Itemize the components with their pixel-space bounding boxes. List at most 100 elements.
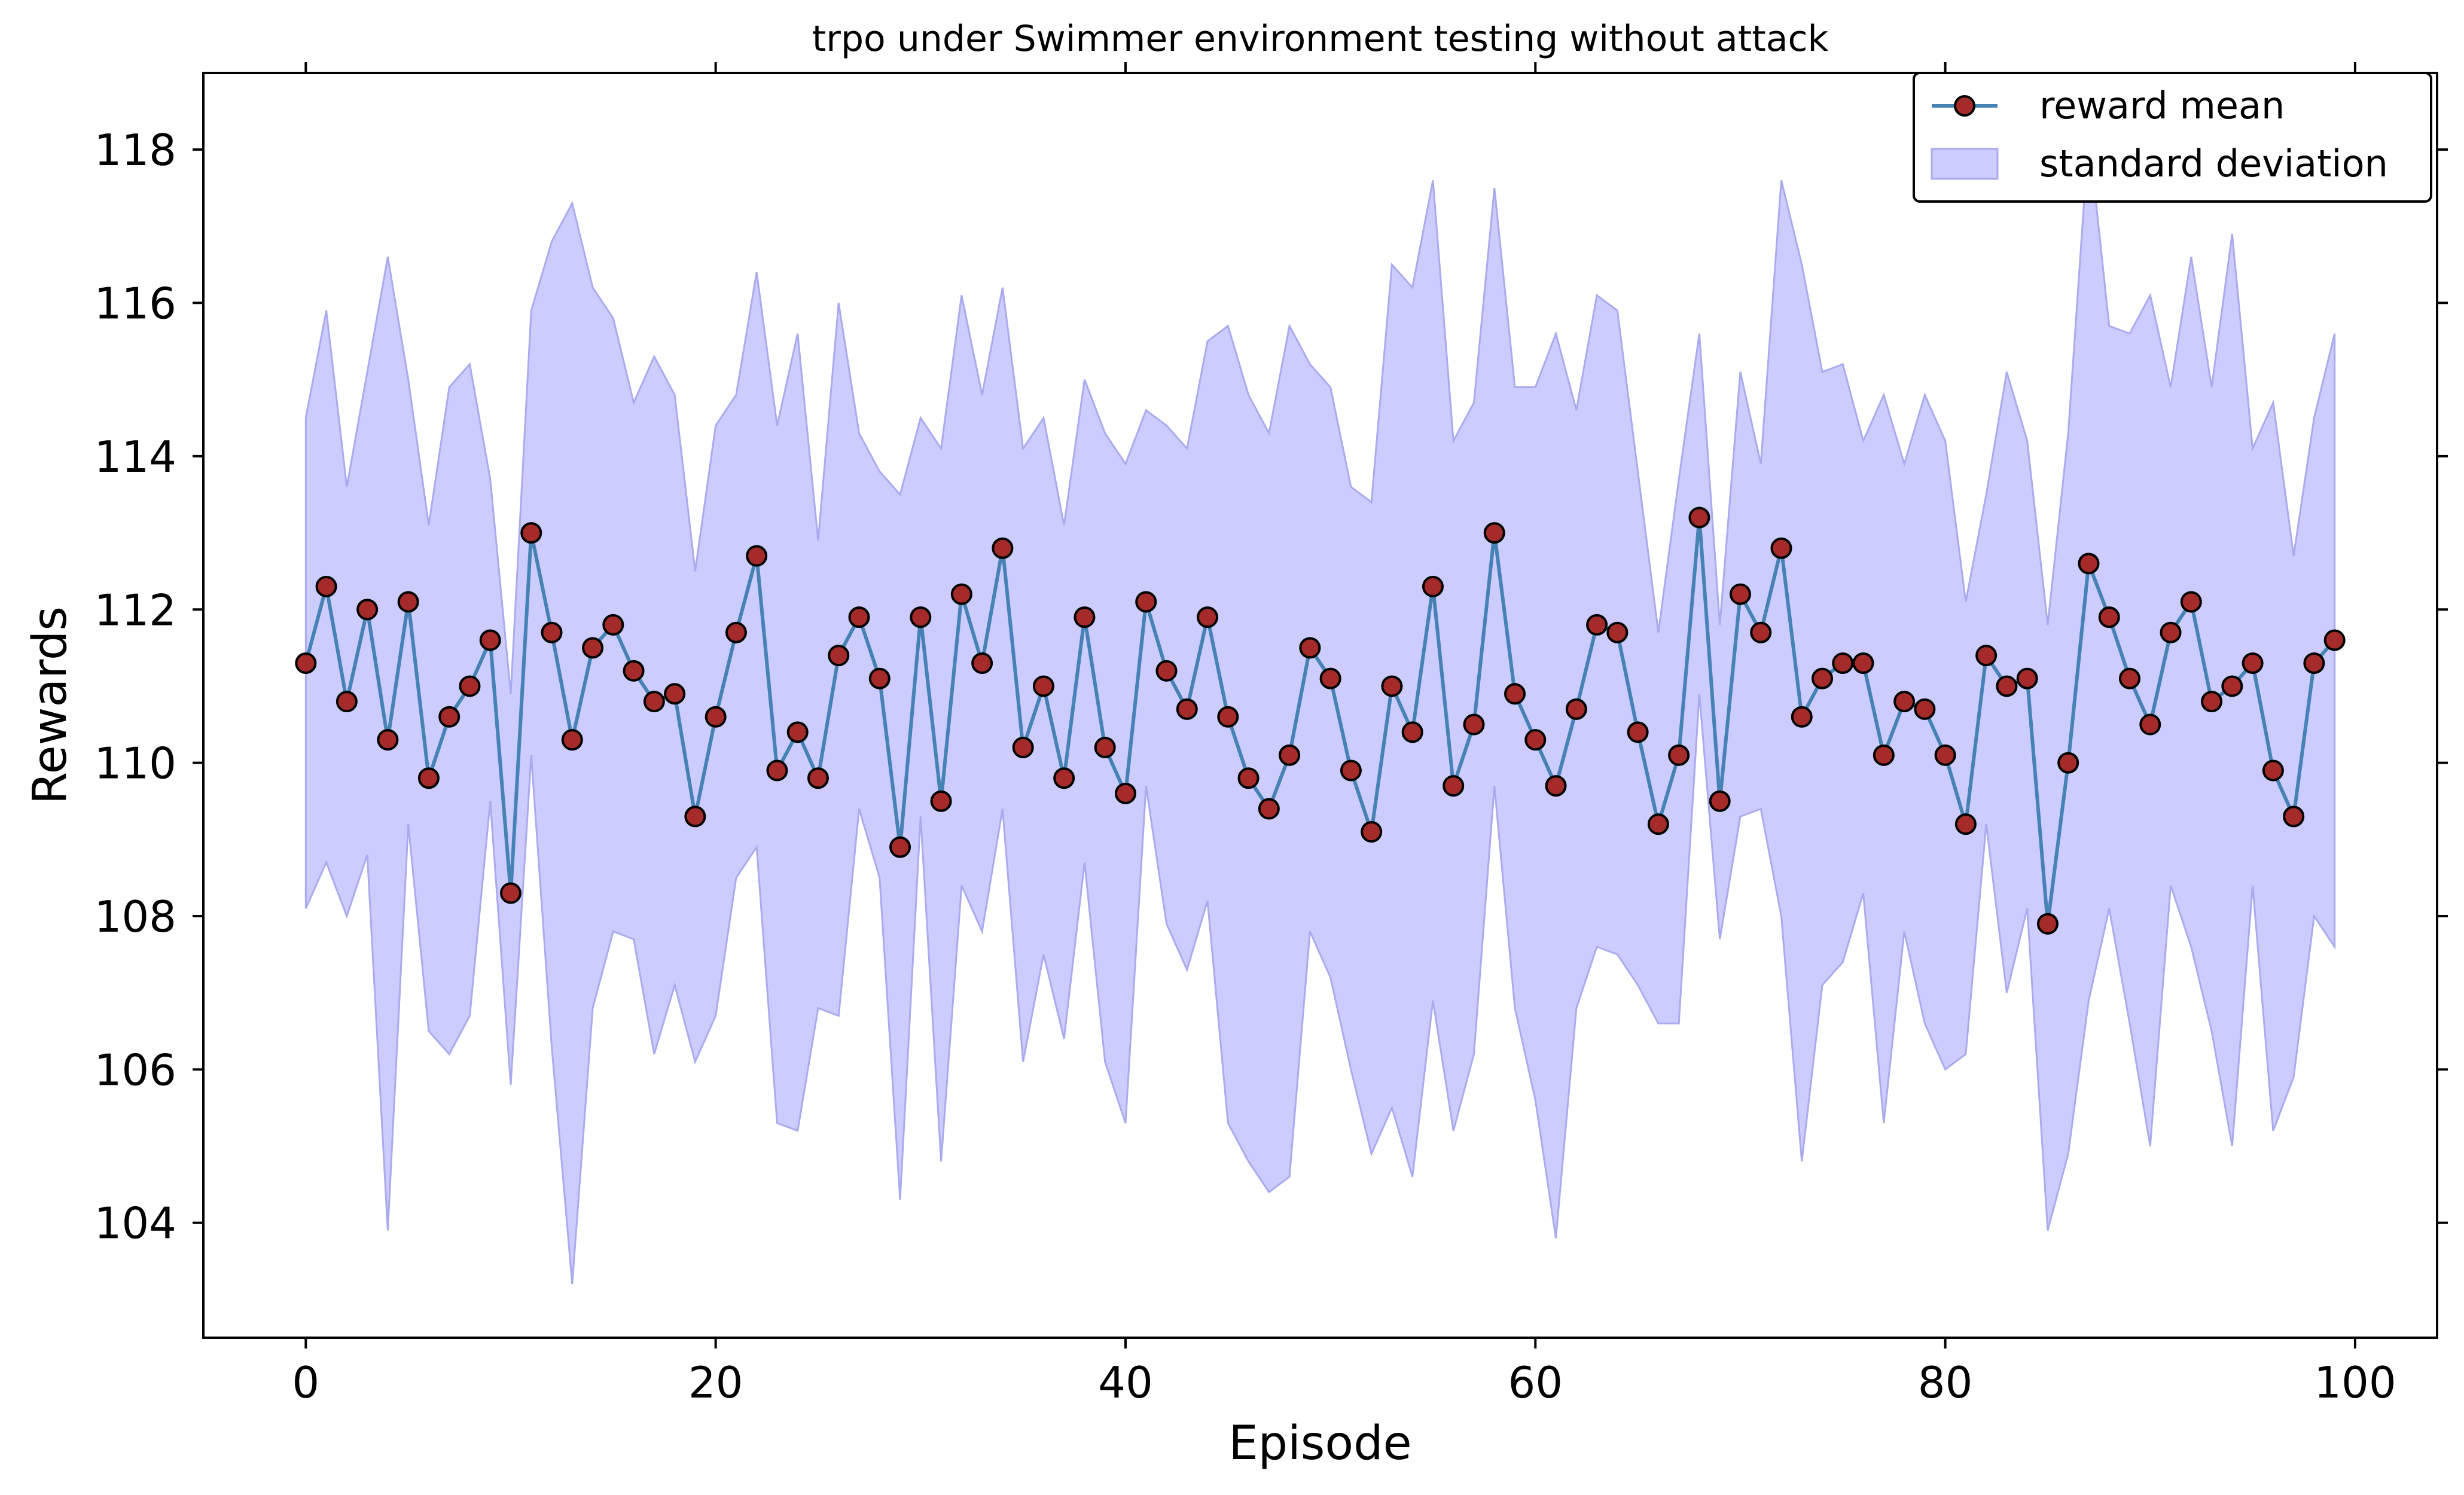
mean-point [1319,667,1341,689]
mean-point [582,637,604,659]
std-band-layer [304,134,2336,1285]
mean-point [459,675,481,697]
mean-point [479,629,501,651]
mean-line [304,515,2336,926]
y-tick-label: 116 [94,279,176,329]
mean-point [1258,798,1280,820]
mean-point [561,729,583,751]
mean-point [1340,759,1362,782]
y-tick-label: 106 [94,1045,176,1095]
mean-point [1709,790,1731,812]
mean-line-layer [304,515,2336,926]
mean-point [1954,813,1977,835]
mean-point [971,652,993,674]
mean-point [725,621,747,643]
mean-point [684,806,706,828]
mean-point [1606,621,1629,643]
mean-point [2078,553,2100,575]
mean-point [643,691,665,713]
mean-point [1545,775,1567,797]
mean-point [1443,775,1465,797]
mean-point [746,545,768,567]
mean-point [1770,537,1792,559]
mean-point [1586,614,1608,636]
mean-point [930,790,952,812]
y-tick-label: 114 [94,432,176,482]
mean-point [2221,675,2243,697]
mean-point [2016,667,2038,689]
mean-point [377,729,399,751]
mean-point [417,767,440,789]
mean-point [541,621,563,643]
mean-point [1832,652,1854,674]
mean-point [807,767,829,789]
legend-box [1913,72,2432,203]
mean-point [1647,813,1669,835]
mean-point [1299,637,1321,659]
mean-point [2201,691,2223,713]
mean-point [1053,767,1075,789]
mean-point [602,614,624,636]
mean-point [438,706,461,728]
mean-point [356,599,379,621]
mean-point [499,882,522,904]
mean-point [828,645,850,667]
mean-point [2180,591,2202,613]
mean-point [1012,737,1034,758]
mean-point [2057,752,2079,774]
mean-point [1565,698,1587,720]
plot-frame [202,72,2438,1339]
mean-point [2323,629,2346,651]
mean-point [848,606,870,628]
y-tick-label: 108 [94,892,176,942]
mean-point [1893,691,1916,713]
mean-point [1237,767,1260,789]
mean-point [2283,806,2305,828]
legend: reward mean standard deviation [1913,72,2432,203]
mean-point [2139,713,2161,736]
x-tick-label: 0 [292,1357,319,1408]
mean-point [2119,667,2141,689]
mean-point [1791,706,1813,728]
mean-point [1504,683,1526,705]
mean-point [1524,729,1547,751]
mean-marker-layer [295,507,2346,935]
mean-point [1873,744,1895,766]
x-tick-label: 40 [1098,1357,1153,1408]
mean-point [1381,675,1403,697]
std-band [304,134,2336,1285]
mean-point [1996,675,2018,697]
mean-point [1463,713,1485,736]
mean-point [520,522,542,544]
tick-layer: 0 20 40 60 80 100 104 106 108 110 112 114 116 118 [94,62,2448,1408]
chart-title: trpo under Swimmer environment testing w… [812,18,1829,60]
x-axis-label: Episode [1228,1417,1411,1470]
mean-point [1483,522,1505,544]
mean-point [1279,744,1301,766]
y-tick-label: 110 [94,739,176,789]
mean-point [1729,583,1751,605]
mean-point [1422,575,1444,597]
mean-point [664,683,686,705]
mean-point [1197,606,1219,628]
mean-point [623,660,645,682]
mean-point [1135,591,1157,613]
y-tick-label: 118 [94,125,176,175]
mean-point [1032,675,1054,697]
legend-label-standard-deviation: standard deviation [2039,142,2388,185]
mean-point [1074,606,1096,628]
mean-point [786,721,809,743]
mean-point [1750,621,1772,643]
y-tick-label: 112 [94,585,176,635]
mean-point [1627,721,1649,743]
mean-point [397,591,419,613]
y-axis-label: Rewards [23,606,77,804]
x-tick-label: 80 [1918,1357,1973,1408]
x-tick-label: 20 [688,1357,743,1408]
x-tick-label: 60 [1508,1357,1563,1408]
mean-point [766,759,788,782]
mean-point [1361,821,1383,843]
mean-point [2160,621,2182,643]
mean-point [336,691,358,713]
